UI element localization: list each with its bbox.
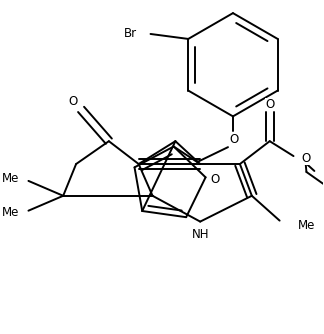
Text: NH: NH: [191, 228, 209, 241]
Text: O: O: [229, 133, 238, 146]
Text: O: O: [210, 173, 219, 186]
Text: O: O: [301, 152, 311, 165]
Text: Me: Me: [297, 219, 315, 232]
Text: O: O: [68, 95, 78, 108]
Text: O: O: [265, 98, 274, 111]
Text: Me: Me: [2, 172, 19, 185]
Text: Me: Me: [2, 206, 19, 219]
Text: Br: Br: [123, 27, 137, 40]
